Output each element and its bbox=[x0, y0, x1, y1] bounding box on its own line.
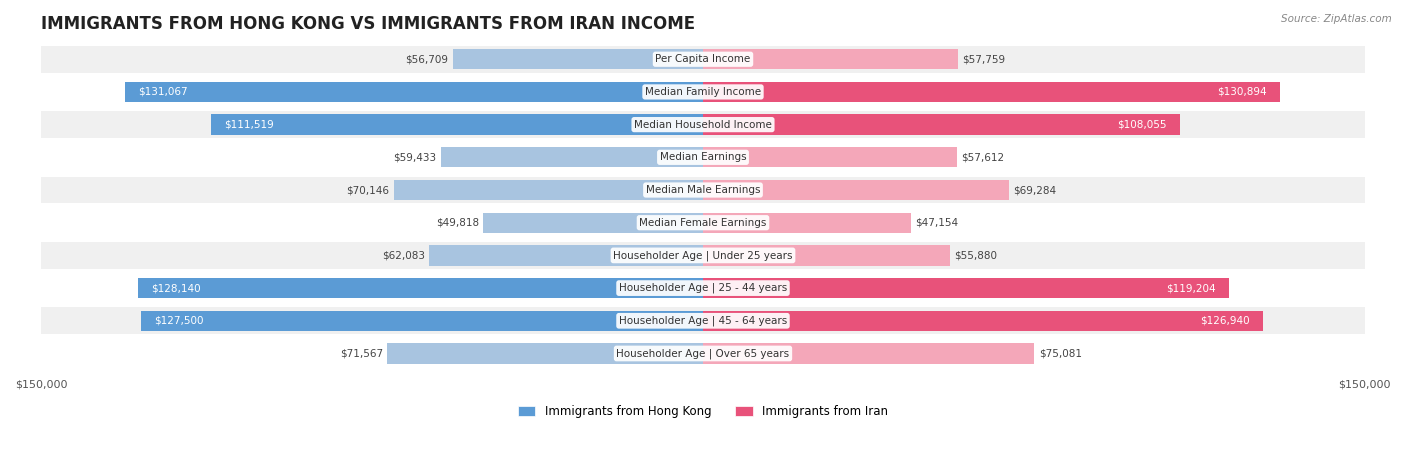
Bar bbox=[394, 180, 703, 200]
Bar bbox=[703, 49, 957, 70]
FancyBboxPatch shape bbox=[41, 177, 1365, 204]
Bar bbox=[703, 311, 1263, 331]
FancyBboxPatch shape bbox=[41, 307, 1365, 334]
Bar bbox=[211, 114, 703, 135]
Legend: Immigrants from Hong Kong, Immigrants from Iran: Immigrants from Hong Kong, Immigrants fr… bbox=[513, 400, 893, 423]
FancyBboxPatch shape bbox=[41, 46, 1365, 73]
Bar bbox=[429, 245, 703, 266]
FancyBboxPatch shape bbox=[41, 340, 1365, 367]
FancyBboxPatch shape bbox=[41, 242, 1365, 269]
FancyBboxPatch shape bbox=[41, 78, 1365, 106]
Text: Householder Age | Under 25 years: Householder Age | Under 25 years bbox=[613, 250, 793, 261]
Bar bbox=[703, 114, 1180, 135]
FancyBboxPatch shape bbox=[41, 275, 1365, 302]
Text: Householder Age | 45 - 64 years: Householder Age | 45 - 64 years bbox=[619, 316, 787, 326]
Bar bbox=[441, 147, 703, 168]
Text: $128,140: $128,140 bbox=[150, 283, 201, 293]
Bar bbox=[484, 212, 703, 233]
Text: $57,612: $57,612 bbox=[962, 152, 1005, 163]
Text: Median Earnings: Median Earnings bbox=[659, 152, 747, 163]
Text: Householder Age | Over 65 years: Householder Age | Over 65 years bbox=[616, 348, 790, 359]
Text: $131,067: $131,067 bbox=[138, 87, 187, 97]
Text: Median Family Income: Median Family Income bbox=[645, 87, 761, 97]
Text: $62,083: $62,083 bbox=[381, 250, 425, 261]
Text: $55,880: $55,880 bbox=[953, 250, 997, 261]
Text: $49,818: $49,818 bbox=[436, 218, 479, 228]
Text: Per Capita Income: Per Capita Income bbox=[655, 54, 751, 64]
Text: Median Household Income: Median Household Income bbox=[634, 120, 772, 130]
FancyBboxPatch shape bbox=[41, 111, 1365, 138]
Text: Median Male Earnings: Median Male Earnings bbox=[645, 185, 761, 195]
Bar bbox=[703, 278, 1229, 298]
Text: $126,940: $126,940 bbox=[1201, 316, 1250, 326]
Text: $111,519: $111,519 bbox=[224, 120, 274, 130]
Text: $71,567: $71,567 bbox=[340, 348, 382, 359]
Text: $57,759: $57,759 bbox=[962, 54, 1005, 64]
FancyBboxPatch shape bbox=[41, 144, 1365, 171]
Text: $70,146: $70,146 bbox=[346, 185, 389, 195]
Text: Householder Age | 25 - 44 years: Householder Age | 25 - 44 years bbox=[619, 283, 787, 293]
Text: $130,894: $130,894 bbox=[1218, 87, 1267, 97]
Bar bbox=[703, 180, 1008, 200]
Bar bbox=[703, 245, 949, 266]
Text: $119,204: $119,204 bbox=[1166, 283, 1216, 293]
Bar bbox=[703, 343, 1035, 364]
Text: $56,709: $56,709 bbox=[405, 54, 449, 64]
Bar bbox=[138, 278, 703, 298]
Bar bbox=[141, 311, 703, 331]
FancyBboxPatch shape bbox=[41, 209, 1365, 236]
Text: IMMIGRANTS FROM HONG KONG VS IMMIGRANTS FROM IRAN INCOME: IMMIGRANTS FROM HONG KONG VS IMMIGRANTS … bbox=[41, 15, 696, 33]
Bar bbox=[703, 82, 1281, 102]
Bar bbox=[703, 147, 957, 168]
Text: Source: ZipAtlas.com: Source: ZipAtlas.com bbox=[1281, 14, 1392, 24]
Text: $75,081: $75,081 bbox=[1039, 348, 1081, 359]
Text: $59,433: $59,433 bbox=[394, 152, 436, 163]
Text: $108,055: $108,055 bbox=[1116, 120, 1167, 130]
Text: $69,284: $69,284 bbox=[1014, 185, 1056, 195]
Text: $127,500: $127,500 bbox=[153, 316, 204, 326]
Bar bbox=[703, 212, 911, 233]
Text: $47,154: $47,154 bbox=[915, 218, 959, 228]
Text: Median Female Earnings: Median Female Earnings bbox=[640, 218, 766, 228]
Bar bbox=[387, 343, 703, 364]
Bar bbox=[125, 82, 703, 102]
Bar bbox=[453, 49, 703, 70]
